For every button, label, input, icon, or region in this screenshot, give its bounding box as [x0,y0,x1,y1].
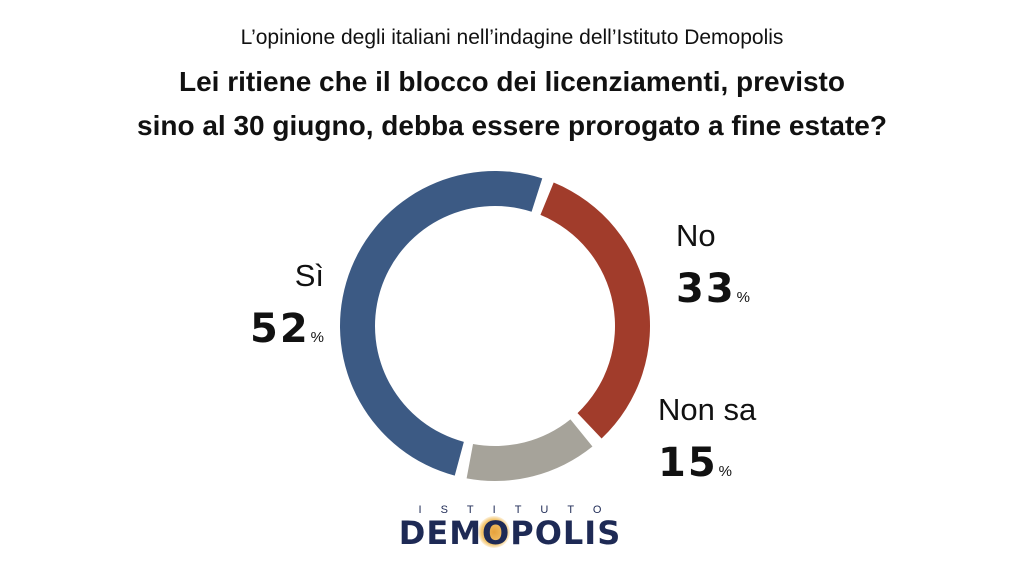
question-line-2: sino al 30 giugno, debba essere prorogat… [137,110,887,141]
logo-main-after: POLIS [510,514,622,552]
value-no: 33 [676,266,736,312]
value-si: 52 [249,306,310,352]
donut-slice-non-sa [466,419,593,481]
survey-question: Lei ritiene che il blocco dei licenziame… [0,60,1024,148]
label-si-value: 52% [244,306,324,352]
unit-non-sa: % [718,463,733,480]
unit-no: % [736,289,751,306]
label-no-value: 33% [676,266,750,312]
label-non-sa-name: Non sa [658,392,757,427]
label-no-name: No [676,218,716,253]
label-non-sa-value: 15% [658,440,756,486]
donut-slice-s- [339,170,543,476]
label-non-sa: Non sa 15% [658,392,756,486]
question-line-1: Lei ritiene che il blocco dei licenziame… [179,66,845,97]
label-no: No 33% [676,218,750,312]
logo-main-before: DEM [398,514,483,552]
label-si-name: Sì [294,258,324,293]
logo-top-text: ISTITUTO [418,504,621,516]
unit-si: % [310,329,324,346]
value-non-sa: 15 [658,440,718,486]
survey-subtitle: L’opinione degli italiani nell’indagine … [240,26,784,49]
donut-slice-no [540,182,650,439]
logo-main-text: DEMOPOLIS [360,514,660,552]
label-si: Sì 52% [244,258,324,352]
demopolis-logo: ISTITUTO DEMOPOLIS [360,504,660,552]
logo-main-o: O [478,514,511,552]
